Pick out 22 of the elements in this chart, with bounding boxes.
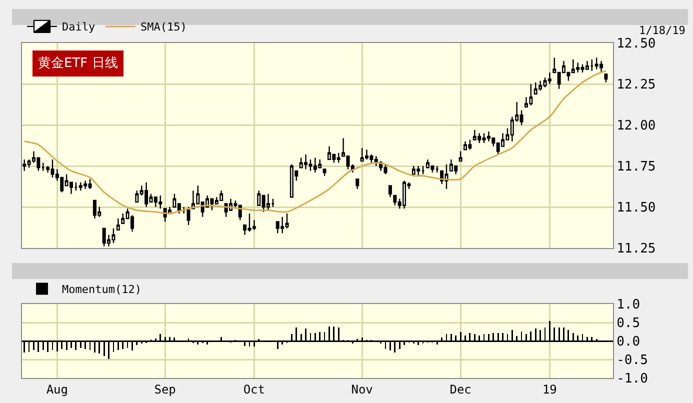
legend-label: Momentum(12) [62,283,142,296]
y-tick-label: 11.75 [616,160,656,175]
x-tick-label: Nov [351,382,373,396]
legend-label: Daily [62,20,96,34]
y-tick-label: 0.5 [616,316,640,332]
legend-label: SMA(15) [140,20,187,34]
y-tick-label: 11.25 [616,242,656,257]
y-tick-label: 12.00 [616,118,656,134]
x-tick-label: Sep [154,382,176,396]
y-tick-label: -1.0 [616,372,648,387]
y-tick-label: 11.50 [616,200,656,216]
x-tick-label: Dec [450,382,472,396]
text: 黄金ETF 日线 [38,56,118,71]
x-tick-label: Aug [46,382,68,396]
x-tick-label: Oct [243,382,266,396]
x-tick-label: 19 [542,382,557,396]
y-tick-label: 0.0 [616,334,640,350]
y-tick-label: 12.25 [616,78,656,93]
text: 1/18/19 [639,24,686,37]
y-tick-label: -0.5 [616,353,648,368]
y-tick-label: 12.50 [616,36,656,52]
y-tick-label: 1.0 [616,298,640,313]
